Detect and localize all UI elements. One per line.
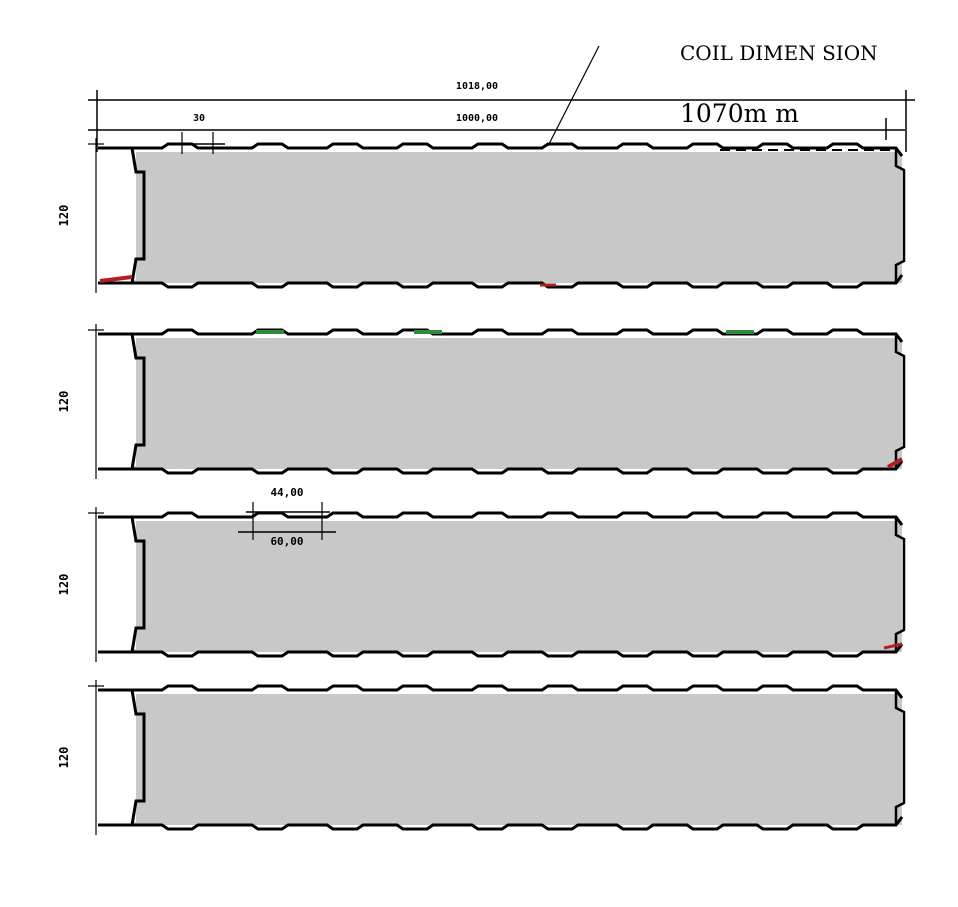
panel-top-skin	[98, 684, 904, 699]
left-joint-profile	[100, 146, 146, 285]
panel-thickness-label: 120	[57, 205, 71, 227]
right-joint-profile	[894, 690, 906, 825]
panel-group: 120 120 120 120	[57, 138, 906, 835]
right-joint-profile	[894, 517, 906, 652]
coil-dimension-title: COIL DIMEN SION	[680, 41, 878, 65]
coil-dimension-value: 1070m m	[680, 99, 799, 128]
panel-1: 120	[57, 138, 906, 293]
panel-3: 120	[57, 507, 906, 662]
red-highlight-mark	[99, 275, 133, 283]
coil-leader-line	[547, 45, 600, 147]
panel-core	[134, 152, 902, 283]
effective-width-label: 1000,00	[456, 113, 498, 124]
panel-bottom-skin	[98, 460, 904, 475]
rib-bottom-width-label: 60,00	[270, 535, 303, 548]
left-joint-profile	[100, 515, 146, 654]
red-highlight-mark	[883, 642, 903, 650]
panel-core	[134, 521, 902, 652]
left-joint-groove	[100, 693, 136, 822]
left-joint-groove	[100, 337, 136, 466]
left-joint-profile	[100, 688, 146, 827]
edge-offset-label: 30	[193, 113, 205, 124]
red-highlight-mark	[887, 457, 903, 469]
left-joint-profile	[100, 332, 146, 471]
panel-bottom-skin	[98, 643, 904, 658]
panel-core	[134, 338, 902, 469]
panel-top-skin	[98, 511, 904, 526]
panel-core	[134, 694, 902, 825]
left-joint-groove	[100, 520, 136, 649]
right-joint-profile	[894, 334, 906, 469]
panel-bottom-skin	[98, 274, 904, 289]
rib-top-width-label: 44,00	[270, 486, 303, 499]
panel-thickness-label: 120	[57, 574, 71, 596]
panel-4: 120	[57, 680, 906, 835]
panel-thickness-label: 120	[57, 391, 71, 413]
panel-bottom-skin	[98, 816, 904, 831]
panel-2: 120	[57, 324, 906, 479]
panel-top-skin	[98, 142, 904, 157]
overall-width-label: 1018,00	[456, 81, 498, 92]
right-joint-profile	[894, 148, 906, 283]
left-joint-groove	[100, 151, 136, 280]
panel-thickness-label: 120	[57, 747, 71, 769]
